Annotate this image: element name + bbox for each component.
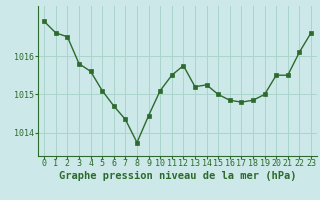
X-axis label: Graphe pression niveau de la mer (hPa): Graphe pression niveau de la mer (hPa) [59, 171, 296, 181]
